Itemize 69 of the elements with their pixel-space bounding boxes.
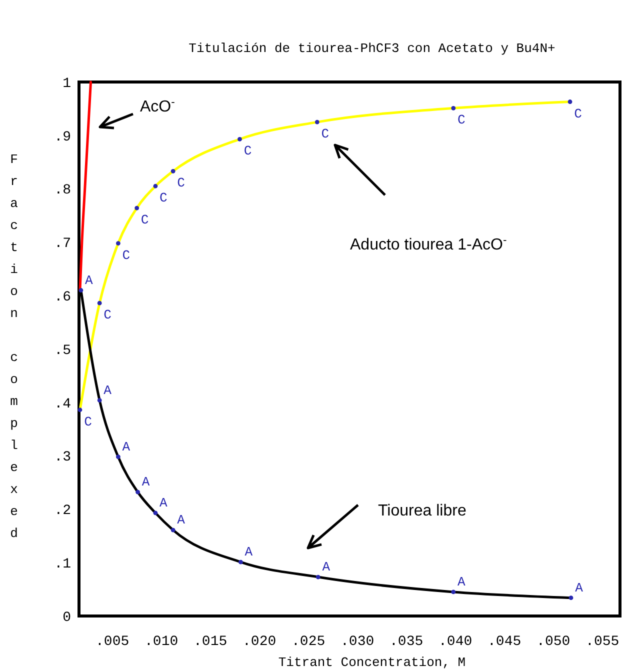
point [451,590,456,594]
series-label: A [122,439,130,454]
point [568,596,574,600]
point [116,241,120,246]
text: C [160,190,168,206]
chart-title: Titulación de tiourea-PhCF3 con Acetato y Bu4N+ [188,41,556,56]
text: Fraction complexed [10,152,18,541]
x-tick-label: .035 [390,634,424,650]
y-tick-label: .8 [54,182,71,199]
text: A [160,495,168,510]
annotation: Tiourea libre [378,502,466,520]
text: C [177,176,185,191]
text: C [457,112,466,128]
point [314,120,320,124]
text: A [85,272,93,288]
y-tick-label: .7 [54,236,71,252]
point [451,106,456,110]
point [153,510,158,516]
x-tick-label: .050 [536,634,570,650]
point [78,288,84,292]
series-label: C [321,126,330,142]
x-tick-label: .020 [242,634,276,650]
y-tick-label: .6 [54,290,71,306]
text: A [142,474,150,490]
y-tick-label: .2 [54,503,71,520]
point [78,408,82,412]
point [153,184,158,188]
y-tick-label: 1 [62,76,71,92]
x-tick-label: .055 [586,634,620,650]
text: A [244,544,253,560]
text: C [574,106,582,122]
point [316,574,320,580]
annotation: AcO$^{-}$ [140,96,176,116]
point [136,490,140,494]
y-tick-label: 0 [62,610,71,626]
y-tick-label: .3 [54,450,71,466]
x-tick-label: .045 [488,634,522,650]
annotation: Aducto tiourea 1-AcO$^{-}$ [350,234,507,254]
text: C [122,248,130,263]
text: C [104,308,112,323]
text: A [104,382,112,398]
point [116,454,120,460]
x-tick-label: .040 [438,634,472,650]
point [97,300,102,306]
point [238,560,243,564]
y-tick-label: .5 [54,342,71,359]
text: C [244,144,252,159]
x-tick-label: .015 [194,634,228,650]
point [238,136,242,142]
y-tick-label: .9 [54,129,71,146]
point [134,206,140,210]
y-tick-label: .4 [54,396,71,412]
line-series [78,80,92,292]
point [97,398,102,402]
x-tick-label: .030 [340,634,374,650]
x-axis-title: Titrant Concentration, M [278,655,466,670]
text: A [322,560,330,575]
text: A [457,574,466,590]
x-tick-label: .010 [144,634,178,650]
text: C [84,414,92,430]
point [170,168,176,174]
x-tick-label: .005 [96,634,130,650]
text: A [177,512,185,528]
text: C [140,212,149,228]
point [170,528,176,532]
text: A [575,580,583,596]
x-tick-label: .025 [292,634,326,650]
y-tick-label: .1 [54,556,71,572]
point [568,100,572,104]
